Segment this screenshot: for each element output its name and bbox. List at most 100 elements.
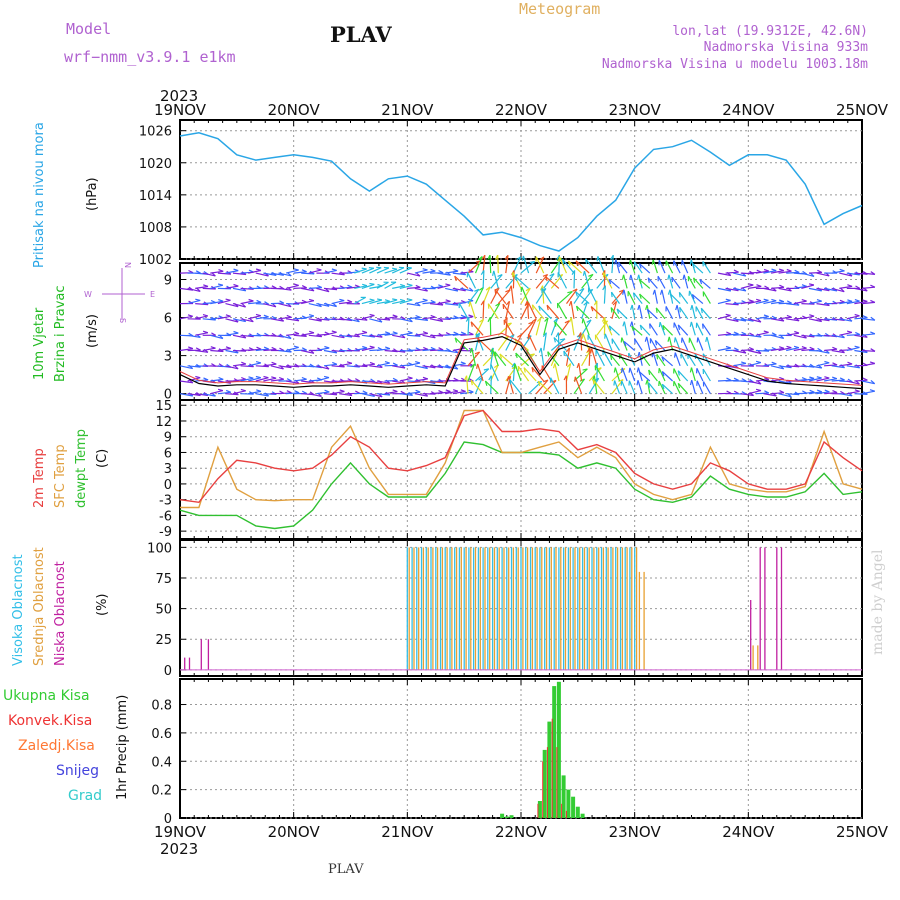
wind-arrow: [748, 300, 762, 305]
wind-arrow-head: [468, 314, 474, 318]
wind-arrow: [263, 303, 277, 308]
wind-arrow: [195, 349, 209, 353]
wind-arrow: [308, 334, 322, 338]
wind-arrow: [278, 272, 292, 277]
wind-arrow-head: [264, 285, 270, 289]
wind-arrow-head: [544, 317, 549, 322]
wind-arrow-head: [495, 302, 501, 307]
wind-arrow: [470, 379, 484, 395]
wind-arrow: [725, 287, 739, 292]
wind-arrow-head: [588, 273, 594, 277]
wind-arrow-head: [786, 268, 792, 272]
wind-arrow: [846, 334, 860, 336]
wind-arrow: [195, 303, 209, 306]
wind-arrow-head: [331, 268, 337, 271]
wind-arrow: [658, 260, 666, 274]
wind-arrow-head: [513, 363, 516, 370]
wind-arrow-head: [460, 331, 466, 335]
wind-arrow-head: [763, 330, 769, 333]
wind-arrow: [278, 316, 292, 320]
wind-arrow-head: [301, 285, 307, 289]
wind-arrow: [668, 336, 674, 351]
x-day-label-bottom: 21NOV: [381, 823, 434, 841]
wind-arrow: [861, 333, 875, 336]
wind-arrow: [248, 377, 261, 382]
wind-arrow: [717, 314, 731, 320]
wind-arrow: [778, 316, 792, 320]
wind-arrow: [582, 318, 590, 336]
wind-arrow-head: [480, 270, 485, 276]
wind-arrow: [285, 346, 299, 352]
wind-arrow: [521, 286, 530, 304]
wind-arrow-head: [497, 274, 503, 277]
wind-arrow-head: [391, 267, 398, 270]
wind-arrow-head: [644, 336, 648, 342]
wind-arrow: [801, 377, 815, 382]
wind-arrow-head: [445, 283, 451, 286]
wind-arrow-head: [700, 308, 703, 314]
y-tick-label: 50: [155, 603, 172, 618]
wind-arrow: [422, 270, 436, 274]
wind-arrow-head: [667, 336, 670, 342]
wind-arrow: [240, 365, 254, 368]
wind-arrow-head: [618, 289, 625, 293]
wind-arrow: [399, 377, 413, 382]
wind-arrow: [407, 272, 421, 277]
x-day-label-bottom: 22NOV: [495, 823, 548, 841]
wind-arrow-head: [392, 331, 398, 335]
wind-arrow: [255, 377, 269, 382]
wind-arrow: [748, 380, 762, 385]
wind-arrow-head: [225, 389, 232, 393]
wind-arrow: [673, 368, 681, 382]
wind-arrow-head: [574, 376, 576, 382]
wind-arrow-head: [763, 377, 770, 381]
wind-arrow: [535, 317, 542, 336]
wind-arrow: [550, 257, 562, 274]
wind-arrow: [458, 302, 469, 320]
wind-arrow-head: [415, 361, 421, 364]
wind-arrow-head: [816, 299, 822, 302]
wind-arrow-head: [195, 298, 201, 301]
wind-arrow-head: [801, 346, 807, 349]
temp2m-line: [179, 409, 863, 504]
wind-arrow-head: [494, 289, 497, 295]
wind-arrow: [543, 380, 557, 395]
wind-arrow-head: [445, 299, 451, 302]
wind-arrow-head: [531, 367, 534, 373]
wind-arrow: [646, 379, 651, 394]
wind-arrow-head: [415, 389, 421, 393]
wind-arrow-head: [422, 268, 428, 271]
wind-arrow: [597, 256, 605, 274]
wind-arrow-head: [494, 351, 497, 357]
wind-arrow: [786, 271, 800, 274]
wind-arrow: [854, 300, 868, 305]
wind-arrow-head: [636, 380, 639, 386]
wind-arrow: [763, 363, 777, 367]
wind-arrow: [526, 300, 530, 319]
wind-arrow: [592, 379, 605, 395]
wind-arrow-head: [384, 331, 391, 335]
wind-arrow-head: [539, 256, 545, 261]
wind-arrow: [630, 274, 636, 289]
wind-arrow-head: [847, 299, 853, 302]
wind-arrow: [477, 363, 484, 382]
wind-arrow-head: [801, 377, 807, 381]
wind-arrow: [517, 365, 530, 382]
compass-rose: W E N S: [84, 262, 155, 323]
wind-arrow-head: [652, 289, 656, 295]
wind-arrow-head: [608, 325, 612, 331]
wind-arrow-head: [346, 361, 353, 364]
wind-arrow-head: [620, 367, 623, 373]
wind-arrow: [690, 321, 696, 336]
wind-arrow: [232, 378, 246, 382]
wind-arrow-head: [271, 285, 277, 289]
wind-arrow-head: [263, 346, 269, 350]
wind-arrow-head: [832, 390, 838, 394]
y-tick-label: -9: [159, 525, 172, 540]
wind-arrow: [608, 325, 620, 336]
wind-arrow: [702, 291, 711, 304]
wind-arrow: [255, 272, 269, 277]
wind-arrow: [354, 285, 368, 289]
wind-arrow: [255, 365, 269, 368]
wind-arrow: [646, 336, 651, 351]
